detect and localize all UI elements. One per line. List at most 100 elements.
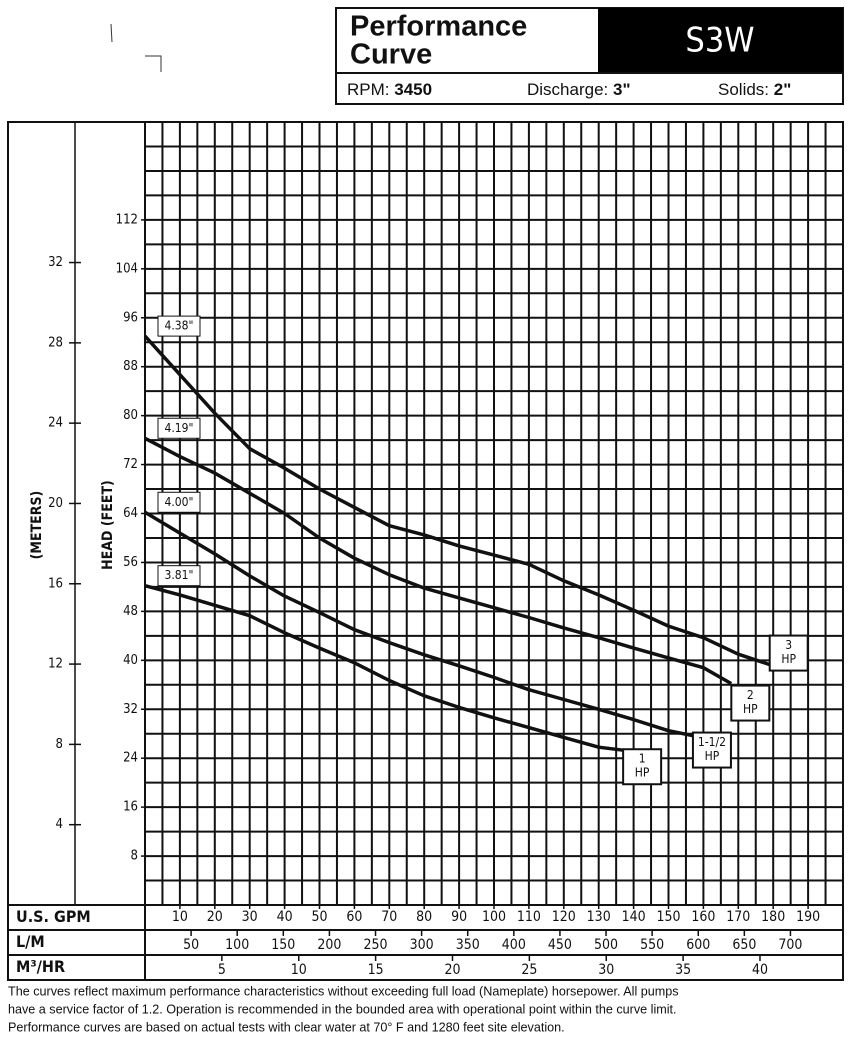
curve-label-box <box>157 417 201 439</box>
hp-label: 2 <box>747 688 754 702</box>
x2-tick-label: 350 <box>456 937 480 953</box>
chart-frame <box>7 121 844 981</box>
x3-tick-label: 25 <box>521 962 537 978</box>
stray-mark <box>145 55 162 72</box>
hp-box <box>730 684 771 722</box>
x3-tick-label: 5 <box>218 962 226 978</box>
x3-tick-label: 15 <box>368 962 384 978</box>
x-tick-label: 10 <box>172 909 188 925</box>
header-title: Performance <box>350 11 527 43</box>
x2-tick-label: 650 <box>732 937 756 953</box>
y-tick-label: 8 <box>131 849 138 864</box>
hp-box <box>691 731 732 769</box>
x-tick-label: 80 <box>416 909 432 925</box>
chart: 8162432404856647280889610411248121620242… <box>7 121 844 981</box>
x-tick-label: 50 <box>311 909 327 925</box>
x-tick-label: 40 <box>277 909 293 925</box>
x3-tick-label: 40 <box>752 962 768 978</box>
x-tick-label: 60 <box>346 909 362 925</box>
footnote: The curves reflect maximum performance c… <box>8 984 679 998</box>
stray-mark <box>110 23 113 43</box>
hp-box <box>622 748 663 786</box>
y2-tick-label: 20 <box>48 496 63 511</box>
footnote: have a service factor of 1.2. Operation … <box>8 1002 677 1016</box>
hp-label: HP <box>781 652 796 666</box>
curve-label: 4.00" <box>165 495 194 509</box>
y2-axis-title: (METERS) <box>29 491 45 560</box>
y2-tick-label: 32 <box>48 255 63 270</box>
model: S3W <box>685 21 754 61</box>
hp-box <box>768 634 809 672</box>
curve-label-box <box>157 315 201 337</box>
y2-tick-label: 24 <box>48 416 63 431</box>
y-tick-label: 72 <box>123 457 138 472</box>
footnote: Performance curves are based on actual t… <box>8 1020 565 1034</box>
x2-tick-label: 400 <box>502 937 526 953</box>
x2-tick-label: 500 <box>594 937 618 953</box>
x3-axis-title: M³/HR <box>16 957 65 976</box>
x3-tick-label: 10 <box>291 962 307 978</box>
spec: Discharge: 3" <box>527 80 631 99</box>
x-tick-label: 30 <box>242 909 258 925</box>
curve-label-box <box>157 491 201 513</box>
x2-tick-label: 550 <box>640 937 664 953</box>
curve-label: 3.81" <box>165 568 194 582</box>
x2-tick-label: 250 <box>363 937 387 953</box>
y-axis-title: HEAD (FEET) <box>100 480 116 570</box>
spec-value: 3" <box>613 80 631 99</box>
y-tick-label: 24 <box>123 751 138 766</box>
spec-label: Discharge: <box>527 80 608 99</box>
x-tick-label: 20 <box>207 909 223 925</box>
y2-tick-label: 16 <box>48 576 63 591</box>
x-axis-title: U.S. GPM <box>16 907 91 926</box>
y-tick-label: 56 <box>123 555 138 570</box>
y-tick-label: 112 <box>116 212 138 227</box>
x2-tick-label: 300 <box>410 937 434 953</box>
header-title: Curve <box>350 39 432 71</box>
curve <box>143 334 771 667</box>
x-tick-label: 160 <box>691 909 715 925</box>
y-tick-label: 32 <box>123 702 138 717</box>
x2-tick-label: 50 <box>183 937 199 953</box>
x3-tick-label: 35 <box>675 962 691 978</box>
hp-label: 1-1/2 <box>698 735 726 749</box>
hp-label: HP <box>743 702 758 716</box>
curve <box>144 510 694 738</box>
curve-label: 4.38" <box>165 319 194 333</box>
y-tick-label: 88 <box>123 359 138 374</box>
y-tick-label: 64 <box>123 506 138 521</box>
spec-value: 3450 <box>394 80 432 99</box>
x2-tick-label: 200 <box>317 937 341 953</box>
y2-tick-label: 4 <box>56 817 63 832</box>
x3-tick-label: 20 <box>444 962 460 978</box>
x-tick-label: 190 <box>796 909 820 925</box>
header: Performance Curve S3W RPM: 3450 Discharg… <box>335 7 844 105</box>
x-tick-label: 90 <box>451 909 467 925</box>
x-tick-label: 130 <box>587 909 611 925</box>
spec-label: RPM: <box>347 80 390 99</box>
spec-label: Solids: <box>718 80 769 99</box>
hp-label: 1 <box>639 752 646 766</box>
y-tick-label: 48 <box>123 604 138 619</box>
x3-tick-label: 30 <box>598 962 614 978</box>
x2-tick-label: 600 <box>686 937 710 953</box>
y2-tick-label: 28 <box>48 335 63 350</box>
hp-label: 3 <box>785 638 792 652</box>
x-tick-label: 180 <box>761 909 785 925</box>
x2-axis-title: L/M <box>16 932 45 951</box>
y2-tick-label: 12 <box>48 657 63 672</box>
curve-label-box <box>157 565 201 587</box>
y-tick-label: 104 <box>116 261 138 276</box>
x-tick-label: 70 <box>381 909 397 925</box>
y-tick-label: 16 <box>123 800 138 815</box>
model-box <box>598 8 843 73</box>
curve-label: 4.19" <box>165 421 194 435</box>
x-tick-label: 120 <box>552 909 576 925</box>
x-tick-label: 170 <box>726 909 750 925</box>
x-tick-label: 110 <box>517 909 541 925</box>
x2-tick-label: 700 <box>778 937 802 953</box>
x-tick-label: 150 <box>656 909 680 925</box>
y-tick-label: 96 <box>123 310 138 325</box>
curve <box>144 436 733 686</box>
